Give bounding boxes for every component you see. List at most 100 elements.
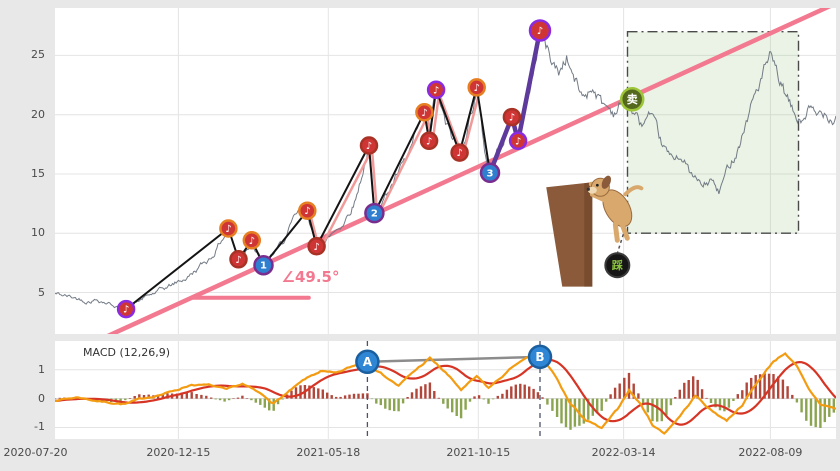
sell-marker: 卖	[619, 87, 645, 112]
hist-bar	[696, 379, 699, 399]
wave-marker-glyph: ♪	[515, 136, 521, 147]
wave-marker-10: ♪	[415, 103, 434, 122]
wave-marker-circle	[229, 250, 248, 269]
hist-bar	[700, 389, 704, 399]
hist-bar	[455, 398, 458, 416]
hist-bar	[627, 372, 631, 399]
wave-marker-circle	[508, 131, 528, 151]
y-tick-label: -1	[34, 420, 45, 434]
hist-bar	[741, 390, 744, 399]
hist-bar	[299, 385, 302, 399]
hist-bar	[473, 396, 476, 399]
point-label: A	[363, 355, 373, 369]
hist-bar	[582, 398, 585, 424]
dog-snout	[587, 186, 597, 194]
hist-bar	[437, 397, 440, 399]
hist-bar	[352, 393, 356, 399]
hist-bar	[814, 398, 817, 428]
hist-bar	[777, 376, 780, 399]
hist-bar	[791, 394, 794, 399]
wave-marker-circle	[419, 131, 439, 151]
y-tick-label: 25	[31, 48, 45, 62]
hist-bar	[551, 398, 554, 411]
hist-bar	[180, 392, 184, 399]
hist-bar	[241, 395, 244, 399]
x-tick-label: 2021-10-15	[446, 446, 511, 459]
hist-bar	[214, 398, 217, 400]
hist-bar	[641, 398, 645, 404]
wave-marker-circle	[467, 78, 486, 97]
angle-annotation: ∠49.5°	[282, 268, 340, 286]
wave-marker-circle	[242, 231, 262, 250]
hist-bar	[656, 398, 659, 422]
dog-illustration: 踩	[546, 175, 644, 287]
hist-bar	[805, 398, 808, 421]
hist-bar	[763, 373, 766, 399]
hist-bar	[541, 397, 544, 399]
hist-bar	[823, 398, 826, 423]
sell-marker-circle	[619, 87, 645, 112]
hist-bar	[294, 387, 298, 399]
hist-bar	[519, 383, 522, 399]
hist-bar	[357, 393, 360, 399]
hist-bar	[600, 398, 603, 411]
hist-bar	[312, 387, 315, 399]
hist-bar	[58, 397, 61, 399]
dog-ear	[601, 175, 612, 189]
hist-bar	[185, 392, 188, 399]
wave-marker-glyph: ♪	[313, 242, 319, 253]
hist-bar	[128, 398, 132, 399]
hist-bar	[361, 393, 365, 399]
wave-marker-17: ♪	[508, 131, 528, 151]
hist-bar	[428, 382, 432, 399]
hist-bar	[555, 398, 559, 417]
hist-bar	[200, 394, 203, 399]
price-chart-panel[interactable]: ∠49.5° 踩 ♪ ♪ ♪ ♪ 1 ♪ ♪ ♪ 2 ♪ ♪ ♪ ♪ ♪ 3 ♪ ♪ ♪ 卖	[55, 8, 836, 334]
hist-bar	[210, 397, 213, 399]
wave-marker-glyph: ♪	[474, 83, 480, 94]
hist-bar	[308, 385, 311, 399]
macd-dif-line	[55, 352, 836, 435]
hist-bar	[259, 398, 262, 405]
x-tick-label: 2022-08-09	[738, 446, 803, 459]
dog-leg	[612, 221, 620, 243]
wave-marker-circle	[450, 143, 469, 162]
y-tick-label: 10	[31, 226, 45, 240]
hist-bar	[692, 376, 695, 399]
x-axis: 2020-07-20 2020-12-15 2021-05-18 2021-10-15…	[4, 446, 836, 464]
hist-bar	[124, 398, 127, 401]
hist-bar	[459, 398, 463, 419]
hist-bar	[419, 386, 423, 399]
hist-bar	[161, 394, 164, 399]
hist-bar	[477, 395, 481, 399]
cliff	[546, 182, 593, 287]
hist-bar	[501, 393, 504, 399]
hist-bar	[388, 398, 391, 411]
hist-bar	[665, 398, 668, 416]
hist-bar	[370, 398, 374, 400]
price-line	[55, 30, 836, 312]
divergence-line	[367, 355, 541, 364]
hist-bar	[674, 397, 677, 399]
wave-marker-1: ♪	[116, 299, 136, 319]
hist-bar	[190, 392, 193, 399]
hist-bar	[723, 398, 726, 412]
wave-marker-circle	[415, 103, 434, 122]
hist-bar	[464, 398, 467, 410]
hist-bar	[326, 392, 329, 399]
hist-bar	[348, 394, 351, 399]
wave-marker-9: 2	[364, 202, 385, 224]
hist-bar	[819, 398, 822, 428]
price-chart-canvas[interactable]: ∠49.5° 踩 ♪ ♪ ♪ ♪ 1 ♪ ♪ ♪ 2 ♪ ♪ ♪ ♪ ♪ 3 ♪ ♪ ♪ 卖	[55, 8, 836, 334]
hist-bar	[276, 398, 280, 405]
wave-marker-glyph: ♪	[235, 255, 241, 266]
hist-bar	[245, 398, 249, 399]
wave-marker-2: ♪	[219, 219, 238, 238]
hist-bar	[605, 398, 608, 402]
hist-bar	[528, 386, 531, 399]
wave-marker-14: ♪	[467, 78, 486, 97]
wave-marker-circle	[359, 136, 379, 155]
wave-marker-5: 1	[253, 254, 274, 276]
